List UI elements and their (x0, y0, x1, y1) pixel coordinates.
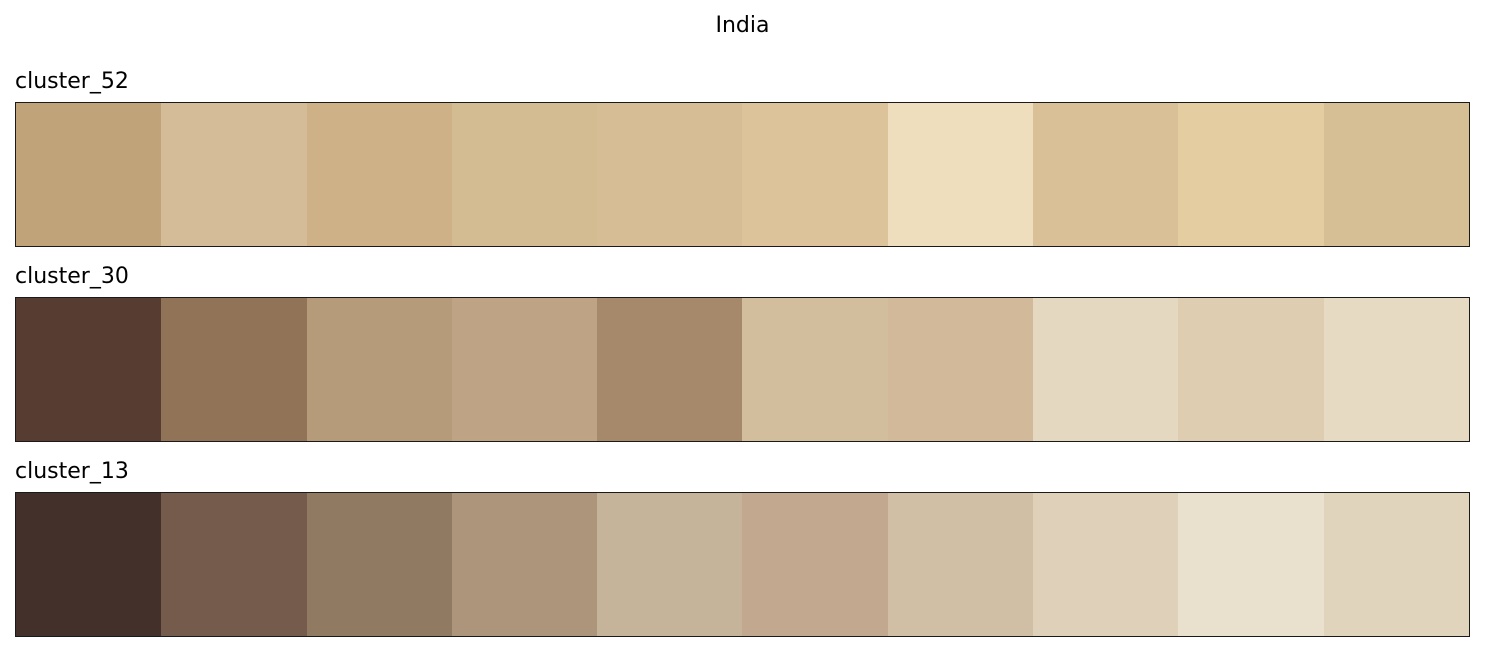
color-swatch (161, 298, 307, 441)
color-swatch (597, 298, 743, 441)
panel-title: cluster_30 (15, 264, 129, 289)
color-swatch (1323, 298, 1469, 441)
swatch-strip (15, 492, 1470, 637)
color-swatch (16, 493, 162, 636)
color-swatch (306, 298, 452, 441)
color-swatch (16, 298, 162, 441)
color-swatch (16, 103, 162, 246)
color-swatch (597, 103, 743, 246)
color-swatch (1033, 103, 1179, 246)
color-swatch (451, 493, 598, 636)
color-swatch (1178, 103, 1324, 246)
color-swatch (306, 493, 452, 636)
color-swatch (1033, 493, 1179, 636)
color-swatch (887, 103, 1034, 246)
panel-title: cluster_13 (15, 459, 129, 484)
color-swatch (1323, 493, 1469, 636)
color-swatch (1323, 103, 1469, 246)
color-swatch (742, 103, 888, 246)
swatch-strip (15, 102, 1470, 247)
color-swatch (887, 493, 1034, 636)
color-swatch (1178, 298, 1324, 441)
color-swatch (597, 493, 743, 636)
panel-title: cluster_52 (15, 69, 129, 94)
color-swatch (161, 103, 307, 246)
color-swatch (1033, 298, 1179, 441)
swatch-strip (15, 297, 1470, 442)
color-swatch (161, 493, 307, 636)
color-swatch (1178, 493, 1324, 636)
color-swatch (306, 103, 452, 246)
color-swatch (887, 298, 1034, 441)
color-swatch (742, 298, 888, 441)
color-swatch (451, 103, 598, 246)
color-swatch (451, 298, 598, 441)
figure-title: India (715, 13, 770, 38)
color-swatch (742, 493, 888, 636)
